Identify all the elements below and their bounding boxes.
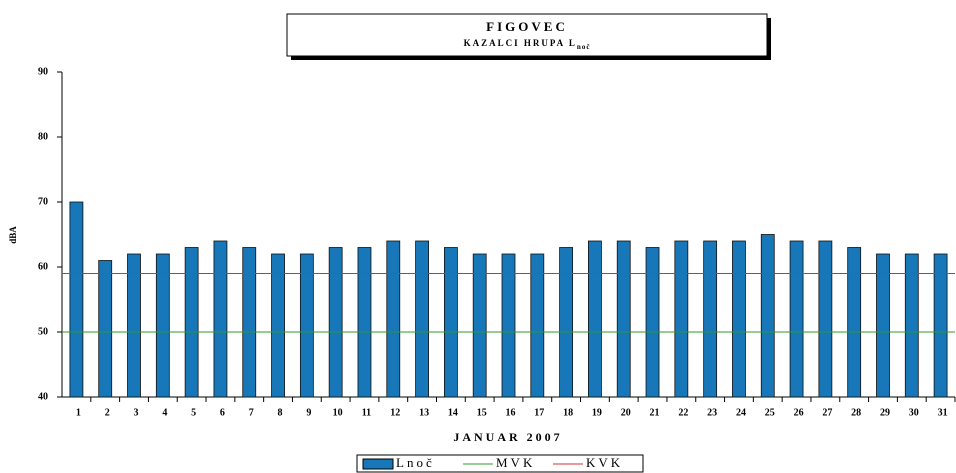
x-tick-label: 16 — [506, 407, 516, 418]
y-axis-label: dBA — [8, 226, 18, 244]
x-axis-label: JANUAR 2007 — [453, 430, 562, 444]
title-box — [286, 13, 768, 57]
x-tick-label: 15 — [477, 407, 487, 418]
y-tick-label: 90 — [38, 66, 48, 77]
bar — [703, 240, 718, 398]
x-tick-label: 28 — [851, 407, 861, 418]
chart-title: FIGOVEC — [486, 19, 568, 34]
bar — [933, 253, 948, 398]
x-tick-label: 11 — [362, 407, 371, 418]
bar — [847, 247, 862, 398]
bar — [415, 240, 429, 398]
bar — [242, 247, 257, 398]
x-tick-label: 27 — [822, 407, 832, 418]
bar — [271, 253, 285, 398]
x-tick-label: 19 — [592, 407, 602, 418]
bar — [789, 240, 804, 398]
bar — [818, 240, 833, 398]
legend-label: MVK — [496, 455, 535, 470]
x-tick-label: 3 — [134, 407, 139, 418]
x-tick-label: 17 — [534, 407, 544, 418]
x-tick-label: 12 — [390, 407, 400, 418]
legend-label: KVK — [586, 455, 623, 470]
x-tick-label: 20 — [621, 407, 631, 418]
y-tick-label: 40 — [38, 391, 48, 402]
x-tick-label: 24 — [736, 407, 746, 418]
x-tick-label: 6 — [220, 407, 225, 418]
y-tick-label: 50 — [38, 326, 48, 337]
bar — [616, 240, 631, 398]
subtitle-subscript: noč — [577, 43, 591, 51]
x-tick-label: 7 — [249, 407, 254, 418]
x-tick-label: 13 — [419, 407, 429, 418]
legend-label: Lnoč — [396, 455, 435, 470]
bar — [69, 201, 84, 398]
legend-box — [356, 454, 644, 473]
x-tick-label: 5 — [191, 407, 196, 418]
bar — [876, 253, 890, 398]
bar — [299, 253, 314, 398]
x-tick-label: 14 — [448, 407, 458, 418]
y-tick-label: 70 — [38, 196, 48, 207]
x-tick-label: 2 — [105, 407, 110, 418]
x-tick-label: 4 — [162, 407, 167, 418]
bar — [443, 247, 458, 398]
bar — [184, 247, 199, 398]
x-tick-label: 25 — [765, 407, 775, 418]
bar — [357, 247, 372, 398]
x-tick-label: 22 — [678, 407, 688, 418]
bar — [559, 247, 574, 398]
bar — [386, 240, 401, 398]
bar — [674, 240, 689, 398]
bar — [98, 260, 113, 398]
legend-swatch — [362, 458, 394, 470]
bar — [328, 247, 343, 398]
x-tick-label: 9 — [306, 407, 311, 418]
x-tick-label: 29 — [880, 407, 890, 418]
chart-subtitle: KAZALCI HRUPA Lnoč — [464, 38, 591, 51]
x-tick-label: 10 — [333, 407, 343, 418]
x-tick-label: 21 — [650, 407, 660, 418]
x-tick-label: 31 — [938, 407, 948, 418]
bar — [732, 240, 746, 398]
x-tick-label: 18 — [563, 407, 573, 418]
subtitle-text: KAZALCI HRUPA L — [464, 38, 577, 48]
x-tick-label: 26 — [794, 407, 804, 418]
bar — [588, 240, 602, 398]
x-tick-label: 1 — [76, 407, 81, 418]
bar — [127, 253, 141, 398]
bar — [155, 253, 170, 398]
y-tick-label: 60 — [38, 261, 48, 272]
x-tick-label: 8 — [278, 407, 283, 418]
y-tick-label: 80 — [38, 131, 48, 142]
x-tick-label: 30 — [909, 407, 919, 418]
bar — [501, 253, 516, 398]
legend: Lnoč MVK KVK — [362, 455, 623, 470]
bar — [530, 253, 545, 398]
bar — [213, 240, 228, 398]
bar — [645, 247, 660, 398]
bar — [760, 234, 775, 398]
bar — [472, 253, 487, 398]
x-tick-label: 23 — [707, 407, 717, 418]
bar — [904, 253, 919, 398]
